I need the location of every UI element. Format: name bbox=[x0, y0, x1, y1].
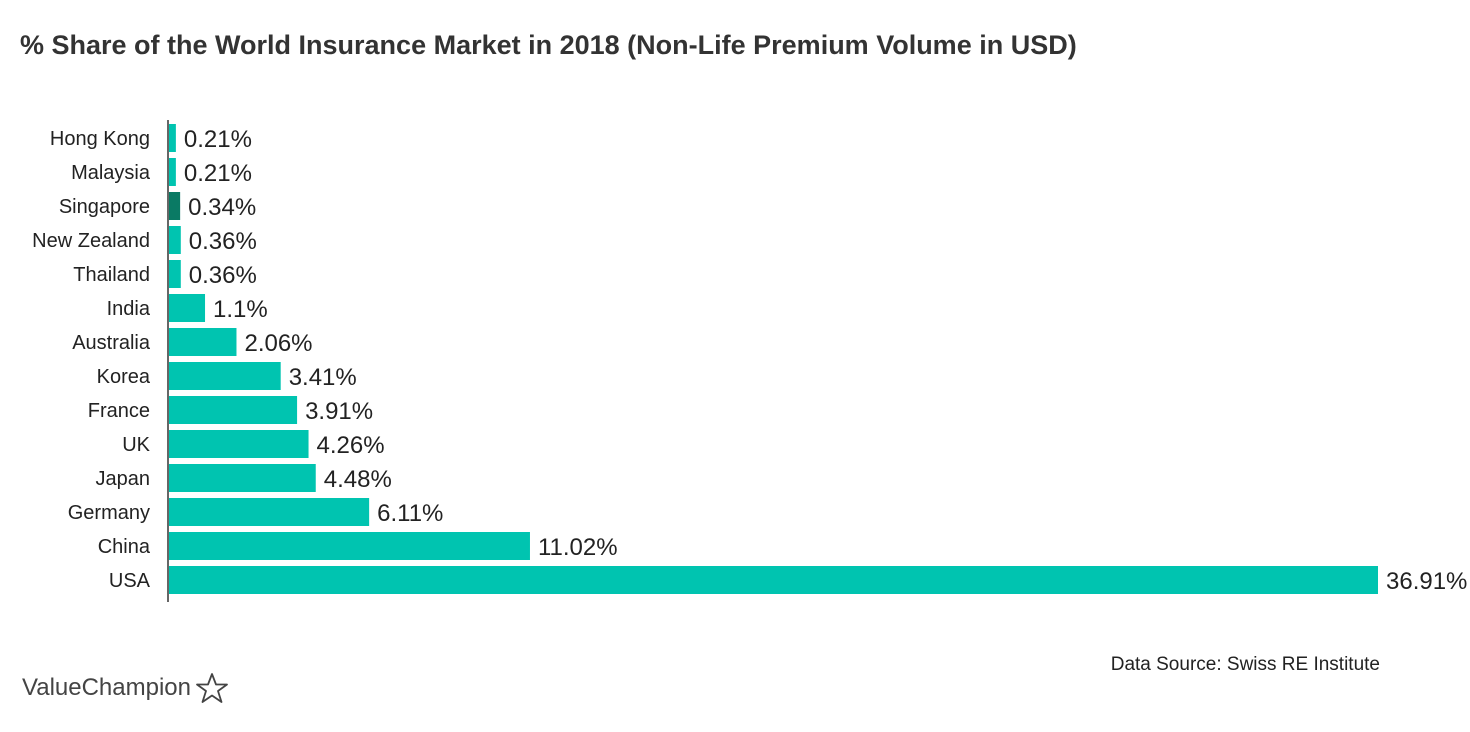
bar-thailand bbox=[169, 260, 181, 288]
bar-france bbox=[169, 396, 298, 424]
value-label-uk: 4.26% bbox=[317, 432, 385, 459]
value-label-india: 1.1% bbox=[213, 296, 268, 323]
category-label-malaysia: Malaysia bbox=[71, 162, 151, 184]
bar-germany bbox=[169, 498, 370, 526]
bar-india bbox=[169, 294, 206, 322]
category-label-india: India bbox=[107, 298, 151, 320]
category-label-korea: Korea bbox=[97, 366, 151, 388]
category-label-china: China bbox=[98, 536, 151, 558]
chart-title: % Share of the World Insurance Market in… bbox=[20, 30, 1077, 60]
value-label-australia: 2.06% bbox=[244, 330, 312, 357]
category-label-germany: Germany bbox=[68, 502, 150, 524]
star-outline-icon bbox=[196, 673, 228, 703]
category-label-usa: USA bbox=[109, 570, 151, 592]
value-label-hong-kong: 0.21% bbox=[184, 126, 252, 153]
bar-korea bbox=[169, 362, 281, 390]
category-label-australia: Australia bbox=[72, 332, 151, 354]
category-label-singapore: Singapore bbox=[59, 196, 150, 218]
value-label-japan: 4.48% bbox=[324, 466, 392, 493]
brand-name: ValueChampion bbox=[22, 674, 191, 701]
bar-new-zealand bbox=[169, 226, 181, 254]
category-label-hong-kong: Hong Kong bbox=[50, 128, 150, 150]
bar-japan bbox=[169, 464, 316, 492]
bar-hong-kong bbox=[169, 124, 176, 152]
value-label-singapore: 0.34% bbox=[188, 194, 256, 221]
value-label-china: 11.02% bbox=[538, 534, 618, 561]
bar-chart: Hong Kong 0.21% Malaysia 0.21% Singapore 0.34… bbox=[32, 120, 1467, 602]
value-label-korea: 3.41% bbox=[289, 364, 357, 391]
value-label-thailand: 0.36% bbox=[189, 262, 257, 289]
bar-uk bbox=[169, 430, 309, 458]
bar-usa bbox=[169, 566, 1378, 594]
bar-australia bbox=[169, 328, 237, 356]
bar-singapore bbox=[169, 192, 181, 220]
bar-malaysia bbox=[169, 158, 176, 186]
value-label-malaysia: 0.21% bbox=[184, 160, 252, 187]
category-label-new-zealand: New Zealand bbox=[32, 230, 150, 252]
category-label-thailand: Thailand bbox=[73, 264, 150, 286]
category-label-japan: Japan bbox=[96, 468, 151, 490]
category-label-france: France bbox=[88, 400, 150, 422]
value-label-france: 3.91% bbox=[305, 398, 373, 425]
value-label-usa: 36.91% bbox=[1386, 568, 1467, 595]
value-label-germany: 6.11% bbox=[377, 500, 443, 527]
brand-logo: ValueChampion bbox=[22, 672, 229, 704]
value-label-new-zealand: 0.36% bbox=[189, 228, 257, 255]
bar-china bbox=[169, 532, 530, 560]
data-source-note: Data Source: Swiss RE Institute bbox=[1110, 654, 1380, 675]
category-label-uk: UK bbox=[122, 434, 150, 456]
